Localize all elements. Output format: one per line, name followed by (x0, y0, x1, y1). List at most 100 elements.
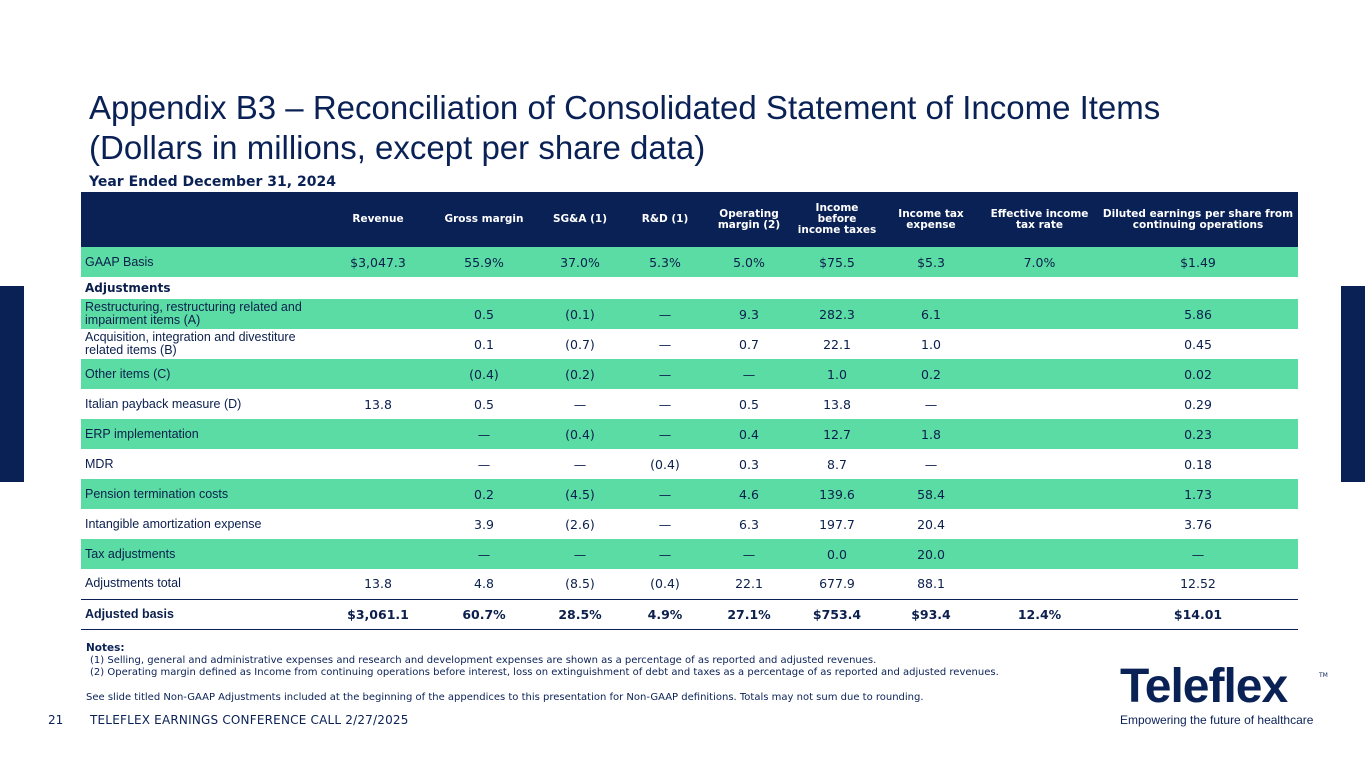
table-cell: — (625, 299, 705, 329)
table-cell: 6.1 (881, 299, 981, 329)
column-header: Gross margin (433, 192, 535, 247)
table-cell: $75.5 (793, 247, 881, 277)
table-header-row: Revenue Gross margin SG&A (1) R&D (1) Op… (81, 192, 1298, 247)
table-cell: $14.01 (1098, 598, 1298, 630)
table-cell: — (433, 539, 535, 569)
table-cell: 28.5% (535, 598, 625, 630)
row-label: Restructuring, restructuring related and… (81, 299, 323, 329)
column-header: SG&A (1) (535, 192, 625, 247)
column-header (81, 192, 323, 247)
table-cell: 13.8 (364, 576, 392, 592)
table-cell: (0.4) (650, 576, 680, 592)
table-cell: 12.7 (793, 419, 881, 449)
column-header: Income tax expense (881, 192, 981, 247)
table-cell: (0.1) (535, 299, 625, 329)
table-cell (323, 539, 433, 569)
table-cell: 0.5 (433, 299, 535, 329)
table-cell (981, 449, 1098, 479)
table-cell: — (477, 456, 491, 472)
table-cell: 0.5 (739, 396, 759, 412)
table-cell (981, 569, 1098, 599)
table-cell (981, 419, 1098, 449)
adjustments-heading-row: Adjustments (81, 277, 1298, 299)
table-cell: 5.3% (625, 247, 705, 277)
table-cell: $3,047.3 (323, 247, 433, 277)
column-header: Revenue (323, 192, 433, 247)
table-cell: — (625, 419, 705, 449)
table-cell (981, 299, 1098, 329)
table-cell: 1.8 (881, 419, 981, 449)
table-cell: (0.4) (433, 359, 535, 389)
table-cell: — (1098, 539, 1298, 569)
table-cell: 20.0 (881, 539, 981, 569)
table-cell: 0.3 (739, 456, 759, 472)
table-cell (981, 509, 1098, 539)
table-cell: $3,061.1 (323, 598, 433, 630)
column-header: Income before income taxes (793, 192, 881, 247)
table-cell: 12.52 (1180, 576, 1216, 592)
table-cell: — (658, 396, 672, 412)
table-cell: 1.0 (921, 336, 941, 352)
table-row: Pension termination costs 0.2 (4.5) —4.6 139… (81, 479, 1298, 509)
table-cell (323, 299, 433, 329)
table-cell (323, 479, 433, 509)
table-cell: (8.5) (565, 576, 595, 592)
table-cell: 9.3 (705, 299, 793, 329)
logo-tagline: Empowering the future of healthcare (1120, 713, 1314, 727)
table-cell: — (625, 479, 705, 509)
table-cell: $5.3 (881, 247, 981, 277)
table-cell: — (658, 516, 672, 532)
trademark-mark: TM (1319, 672, 1328, 679)
row-label: Adjustments total (85, 576, 181, 591)
column-header: Diluted earnings per share from continui… (1098, 192, 1298, 247)
table-cell: $93.4 (881, 598, 981, 630)
table-cell (323, 449, 433, 479)
table-cell: — (625, 539, 705, 569)
table-cell: 5.0% (705, 247, 793, 277)
column-header: R&D (1) (625, 192, 705, 247)
notes-section: Notes: (1) Selling, general and administ… (86, 642, 999, 704)
table-row: Italian payback measure (D) 13.8 0.5 — — 0.5 1… (81, 389, 1298, 419)
table-cell (323, 419, 433, 449)
table-row: Intangible amortization expense 3.9 (2.6) —… (81, 509, 1298, 539)
column-header: Effective income tax rate (981, 192, 1098, 247)
table-cell: (2.6) (565, 516, 595, 532)
table-cell: — (924, 396, 938, 412)
table-cell: 0.2 (881, 359, 981, 389)
row-label: Intangible amortization expense (85, 516, 262, 531)
table-cell: — (705, 539, 793, 569)
table-cell: 0.1 (474, 336, 494, 352)
table-row: Adjustments total 13.8 4.8 (8.5) (0.4) 22.1 67… (81, 569, 1298, 599)
row-label: Tax adjustments (81, 539, 323, 569)
table-row: MDR — — (0.4) 0.3 8.7 — 0.18 (81, 449, 1298, 479)
table-cell: 0.18 (1184, 456, 1212, 472)
table-cell (323, 359, 433, 389)
disclaimer: See slide titled Non-GAAP Adjustments in… (86, 691, 924, 703)
table-cell: 0.23 (1098, 419, 1298, 449)
table-cell: $1.49 (1098, 247, 1298, 277)
table-cell: 0.45 (1184, 336, 1212, 352)
table-cell: 55.9% (433, 247, 535, 277)
reconciliation-table: Revenue Gross margin SG&A (1) R&D (1) Op… (81, 192, 1298, 630)
table-cell: 4.6 (705, 479, 793, 509)
table-cell (981, 389, 1098, 419)
row-label: Italian payback measure (D) (85, 396, 242, 411)
table-cell: (4.5) (535, 479, 625, 509)
table-cell: 0.2 (433, 479, 535, 509)
table-cell (981, 359, 1098, 389)
row-label: Pension termination costs (81, 479, 323, 509)
slide-title: Appendix B3 – Reconciliation of Consolid… (89, 89, 1161, 166)
table-cell: — (924, 456, 938, 472)
table-cell: 0.29 (1184, 396, 1212, 412)
table-cell: $753.4 (793, 598, 881, 630)
table-row: Adjusted basis $3,061.1 60.7% 28.5% 4.9% 27.1… (81, 598, 1298, 630)
table-cell: 0.0 (793, 539, 881, 569)
table-cell: (0.4) (650, 456, 680, 472)
table-cell: 27.1% (705, 598, 793, 630)
row-label: Other items (C) (81, 359, 323, 389)
table-cell: 13.8 (364, 396, 392, 412)
footer-text: TELEFLEX EARNINGS CONFERENCE CALL 2/27/2… (90, 713, 409, 727)
table-cell: 8.7 (827, 456, 847, 472)
row-label: ERP implementation (81, 419, 323, 449)
table-row: Tax adjustments — — — —0.0 20.0— (81, 539, 1298, 569)
